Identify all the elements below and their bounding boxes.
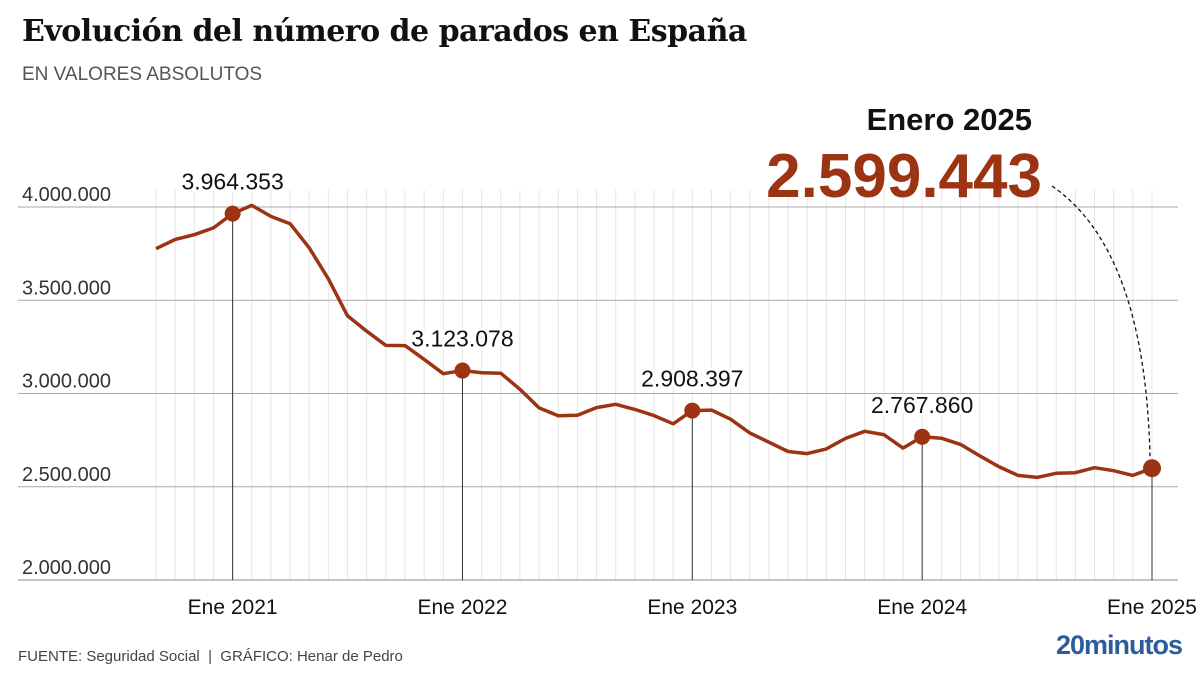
y-tick-label: 4.000.000 xyxy=(22,184,111,206)
annotation-label: 3.964.353 xyxy=(181,169,283,195)
annotation-dot xyxy=(684,402,701,419)
x-tick-label: Ene 2022 xyxy=(418,596,508,619)
annotation-label: 3.123.078 xyxy=(411,326,513,352)
y-tick-label: 2.000.000 xyxy=(22,557,111,579)
annotation-dot xyxy=(454,362,471,379)
annotation-label: 2.908.397 xyxy=(641,366,743,392)
x-tick-label: Ene 2025 xyxy=(1107,596,1197,619)
series-line xyxy=(155,203,1153,480)
chart-title: Evolución del número de parados en Españ… xyxy=(22,14,747,49)
x-tick-label: Ene 2023 xyxy=(647,596,737,619)
callout-period: Enero 2025 xyxy=(867,102,1032,137)
brand-logo: 20minutos xyxy=(1055,630,1183,660)
annotation-dot xyxy=(914,428,931,445)
callout-connector xyxy=(1051,185,1151,457)
y-tick-label: 3.500.000 xyxy=(22,277,111,299)
y-tick-label: 2.500.000 xyxy=(22,464,111,486)
chart-subtitle: EN VALORES ABSOLUTOS xyxy=(22,64,263,85)
y-tick-label: 3.000.000 xyxy=(22,371,111,393)
callout-dot xyxy=(1143,459,1161,478)
annotation-dot xyxy=(224,205,241,222)
annotation-label: 2.767.860 xyxy=(871,392,973,418)
x-tick-label: Ene 2024 xyxy=(877,596,967,619)
x-tick-label: Ene 2021 xyxy=(188,596,278,619)
source-note: FUENTE: Seguridad Social | GRÁFICO: Hena… xyxy=(18,648,403,665)
callout-value: 2.599.443 xyxy=(766,142,1042,211)
